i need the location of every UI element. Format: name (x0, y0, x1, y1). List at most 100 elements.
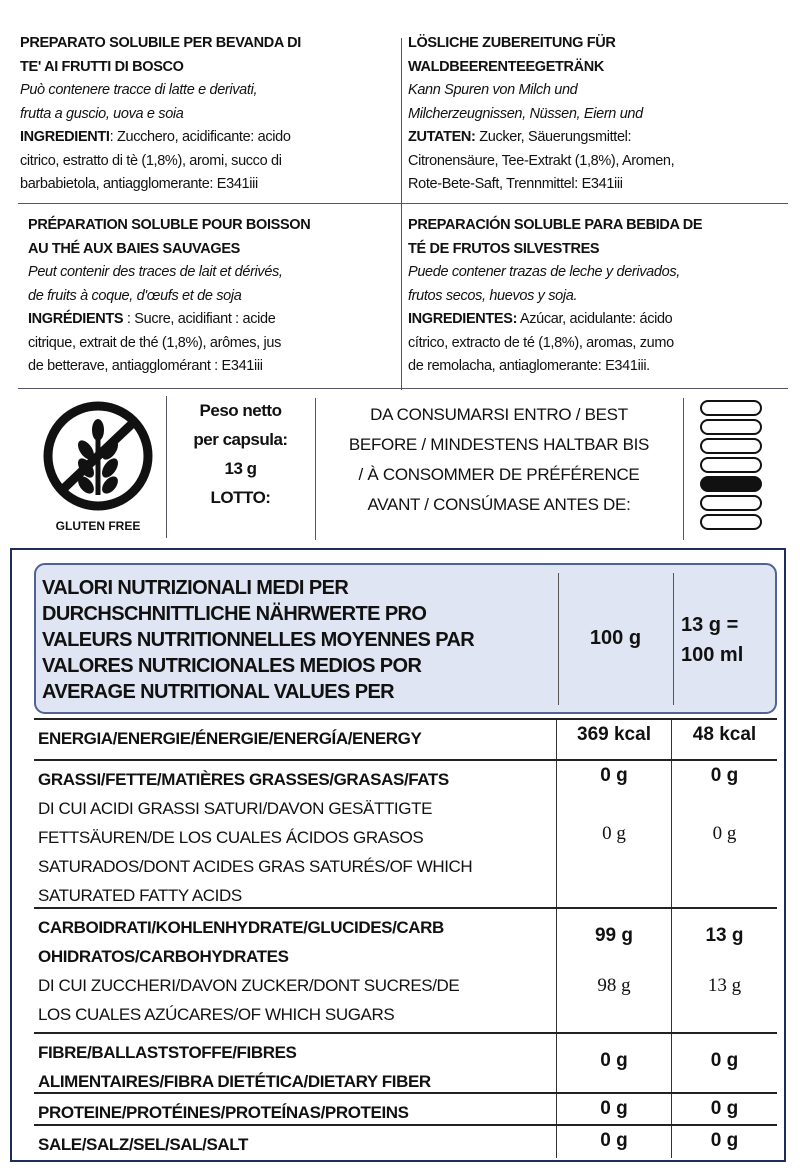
german-ingredients: LÖSLICHE ZUBEREITUNG FÜR WALDBEERENTEEGET… (408, 32, 788, 197)
value-per-serving: 0 g (710, 1098, 739, 1119)
value-per-serving: 0 g (710, 765, 739, 786)
month-pill (700, 457, 762, 473)
serving-line: 13 g = (681, 614, 739, 636)
product-title-line: LÖSLICHE ZUBEREITUNG FÜR (408, 35, 616, 51)
sub-value-per-serving: 13 g (707, 975, 742, 996)
ingredients-text: : Sucre, acidifiant : acide (123, 311, 276, 327)
ingredients-label: ZUTATEN: (408, 129, 476, 145)
italian-ingredients: PREPARATO SOLUBILE PER BEVANDA DI TE' AI … (20, 32, 400, 197)
header-line: VALEURS NUTRITIONNELLES MOYENNES PAR (42, 629, 475, 651)
nutrient-label: ENERGIA/ENERGIE/ÉNERGIE/ENERGÍA/ENERGY (38, 724, 553, 753)
per-serving-header: 13 g = 100 ml (681, 610, 743, 670)
header-line: DURCHSCHNITTLICHE NÄHRWERTE PRO (42, 603, 427, 625)
ingredients-text: citrico, estratto di tè (1,8%), aromi, s… (20, 152, 282, 169)
nutrient-name: GRASSI/FETTE/MATIÈRES GRASSES/GRASAS/FAT… (38, 770, 449, 789)
product-title-line: WALDBEERENTEEGETRÄNK (408, 58, 605, 75)
nutrient-label: GRASSI/FETTE/MATIÈRES GRASSES/GRASAS/FAT… (38, 765, 553, 910)
nutrient-name: FIBRE/BALLASTSTOFFE/FIBRES (38, 1043, 297, 1062)
net-weight-line: Peso netto (199, 401, 282, 420)
product-title-line: TE' AI FRUTTI DI BOSCO (20, 58, 184, 75)
allergen-line: Puede contener trazas de leche y derivad… (408, 264, 680, 280)
column-divider (556, 761, 557, 907)
ingredients-text: Rote-Bete-Saft, Trennmittel: E341iii (408, 176, 623, 192)
column-divider (671, 720, 672, 759)
column-divider (556, 1126, 557, 1158)
sub-value-per-serving: 0 g (712, 823, 737, 844)
sub-nutrient-name: DI CUI ZUCCHERI/DAVON ZUCKER/DONT SUCRES… (38, 976, 460, 995)
allergen-line: Può contenere tracce di latte e derivati… (20, 82, 258, 98)
header-line: VALORI NUTRIZIONALI MEDI PER (42, 577, 349, 599)
sub-value-per-100g: 98 g (597, 975, 631, 996)
net-weight-line: LOTTO: (210, 488, 271, 507)
spanish-ingredients: PREPARACIÓN SOLUBLE PARA BEBIDA DE TÉ DE … (408, 214, 788, 379)
gluten-free-badge: GLUTEN FREE (34, 400, 162, 533)
nutrient-name: OHIDRATOS/CARBOHYDRATES (38, 947, 289, 966)
value-per-100g: 0 g (600, 1050, 628, 1071)
nutrient-row: ENERGIA/ENERGIE/ÉNERGIE/ENERGÍA/ENERGY 36… (34, 718, 777, 759)
ingredients-text: citrique, extrait de thé (1,8%), arômes,… (28, 334, 281, 351)
divider (166, 396, 167, 538)
ingredients-text: cítrico, extracto de té (1,8%), aromas, … (408, 334, 674, 351)
divider (315, 398, 316, 540)
month-pill (700, 400, 762, 416)
sub-nutrient-name: DI CUI ACIDI GRASSI SATURI/DAVON GESÄTTI… (38, 799, 433, 818)
value-per-100g: 0 g (600, 1098, 628, 1119)
sub-nutrient-name: LOS CUALES AZÚCARES/OF WHICH SUGARS (38, 1005, 395, 1024)
value-per-100g: 369 kcal (577, 724, 651, 745)
net-weight-line: 13 g (224, 459, 257, 478)
ingredients-line: ZUTATEN: Zucker, Säuerungsmittel: (408, 126, 788, 150)
product-title-line: PREPARATO SOLUBILE PER BEVANDA DI (20, 35, 301, 51)
ingredients-line: INGREDIENTI: Zucchero, acidificante: aci… (20, 126, 400, 150)
sub-nutrient-name: SATURADOS/DONT ACIDES GRAS SATURÉS/OF WH… (38, 857, 473, 876)
ingredients-text: Citronensäure, Tee-Extrakt (1,8%), Arome… (408, 152, 675, 169)
nutrient-label: FIBRE/BALLASTSTOFFE/FIBRES ALIMENTAIRES/F… (38, 1038, 553, 1096)
ingredients-label: INGREDIENTES: (408, 311, 518, 327)
nutrient-name: CARBOIDRATI/KOHLENHYDRATE/GLUCIDES/CARB (38, 918, 444, 937)
column-divider (671, 1094, 672, 1124)
per-100g-header: 100 g (589, 627, 642, 649)
ingredients-label: INGREDIENTI (20, 129, 110, 145)
month-pill (700, 476, 762, 492)
value-per-serving: 48 kcal (692, 724, 757, 745)
allergen-line: frutta a guscio, uova e soia (20, 105, 184, 122)
ingredients-text: Azúcar, acidulante: ácido (517, 311, 673, 327)
value-per-100g: 0 g (600, 1130, 628, 1151)
nutrient-name: SALE/SALZ/SEL/SAL/SALT (38, 1135, 249, 1154)
divider (401, 38, 402, 390)
net-weight-block: Peso netto per capsula: 13 g LOTTO: (168, 396, 313, 512)
column-divider (556, 1094, 557, 1124)
ingredients-label: INGRÉDIENTS (28, 311, 124, 327)
column-divider (556, 909, 557, 1032)
product-title-line: AU THÉ AUX BAIES SAUVAGES (28, 240, 240, 257)
ingredients-line: citrique, extrait de thé (1,8%), arômes,… (28, 332, 408, 356)
allergen-line: de fruits à coque, d'œufs et de soja (28, 287, 242, 304)
sub-nutrient-name: SATURATED FATTY ACIDS (38, 886, 242, 905)
crossed-wheat-icon (43, 401, 153, 511)
column-divider (556, 720, 557, 759)
ingredients-line: citrico, estratto di tè (1,8%), aromi, s… (20, 150, 400, 174)
ingredients-text: de remolacha, antiaglomerante: E341iii. (408, 358, 650, 374)
ingredients-text: Zucker, Säuerungsmittel: (475, 129, 632, 145)
net-weight-line: per capsula: (193, 430, 288, 449)
month-pill (700, 514, 762, 530)
divider (18, 203, 788, 204)
nutrient-row: GRASSI/FETTE/MATIÈRES GRASSES/GRASAS/FAT… (34, 759, 777, 907)
month-marker (700, 400, 762, 533)
french-ingredients: PRÉPARATION SOLUBLE POUR BOISSON AU THÉ A… (28, 214, 408, 379)
column-divider (671, 909, 672, 1032)
product-title-line: TÉ DE FRUTOS SILVESTRES (408, 240, 600, 257)
nutrient-label: CARBOIDRATI/KOHLENHYDRATE/GLUCIDES/CARB O… (38, 913, 553, 1029)
nutrition-table: VALORI NUTRIZIONALI MEDI PER DURCHSCHNITT… (10, 548, 786, 1162)
nutrient-name: ALIMENTAIRES/FIBRA DIETÉTICA/DIETARY FIB… (38, 1072, 431, 1091)
divider (18, 388, 788, 389)
column-divider (671, 1034, 672, 1092)
sub-value-per-100g: 0 g (602, 823, 626, 844)
nutrient-label: SALE/SALZ/SEL/SAL/SALT (38, 1130, 553, 1159)
nutrient-row: PROTEINE/PROTÉINES/PROTEÍNAS/PROTEINS 0 g… (34, 1092, 777, 1124)
ingredients-line: barbabietola, antiagglomerante: E341iii (20, 173, 400, 197)
month-pill (700, 438, 762, 454)
serving-line: 100 ml (681, 644, 744, 666)
nutrient-name: ENERGIA/ENERGIE/ÉNERGIE/ENERGÍA/ENERGY (38, 729, 422, 748)
allergen-line: Kann Spuren von Milch und (408, 82, 578, 98)
nutrient-label: PROTEINE/PROTÉINES/PROTEÍNAS/PROTEINS (38, 1098, 553, 1127)
